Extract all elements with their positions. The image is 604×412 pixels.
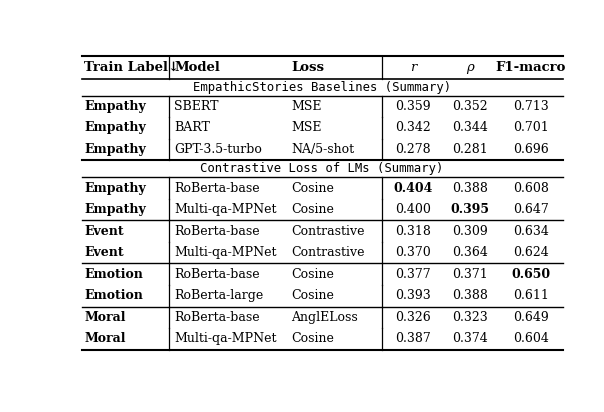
Text: Moral: Moral bbox=[84, 311, 126, 324]
Text: 0.604: 0.604 bbox=[513, 332, 548, 345]
Text: 0.608: 0.608 bbox=[513, 182, 548, 194]
Text: RoBerta-large: RoBerta-large bbox=[174, 289, 263, 302]
Text: 0.624: 0.624 bbox=[513, 246, 548, 259]
Text: 0.647: 0.647 bbox=[513, 203, 548, 216]
Text: Event: Event bbox=[84, 246, 124, 259]
Text: 0.374: 0.374 bbox=[452, 332, 488, 345]
Text: Empathy: Empathy bbox=[84, 100, 146, 113]
Text: 0.393: 0.393 bbox=[395, 289, 431, 302]
Text: 0.649: 0.649 bbox=[513, 311, 548, 324]
Text: 0.342: 0.342 bbox=[395, 122, 431, 134]
Text: Contrastive Loss of LMs (Summary): Contrastive Loss of LMs (Summary) bbox=[201, 162, 444, 175]
Text: Empathy: Empathy bbox=[84, 182, 146, 194]
Text: 0.323: 0.323 bbox=[452, 311, 488, 324]
Text: 0.713: 0.713 bbox=[513, 100, 548, 113]
Text: RoBerta-base: RoBerta-base bbox=[174, 225, 260, 238]
Text: 0.404: 0.404 bbox=[393, 182, 432, 194]
Text: 0.701: 0.701 bbox=[513, 122, 548, 134]
Text: Multi-qa-MPNet: Multi-qa-MPNet bbox=[174, 246, 277, 259]
Text: Event: Event bbox=[84, 225, 124, 238]
Text: 0.611: 0.611 bbox=[513, 289, 548, 302]
Text: EmpathicStories Baselines (Summary): EmpathicStories Baselines (Summary) bbox=[193, 81, 451, 94]
Text: 0.278: 0.278 bbox=[395, 143, 431, 156]
Text: SBERT: SBERT bbox=[174, 100, 219, 113]
Text: Empathy: Empathy bbox=[84, 122, 146, 134]
Text: 0.370: 0.370 bbox=[395, 246, 431, 259]
Text: 0.344: 0.344 bbox=[452, 122, 488, 134]
Text: NA/5-shot: NA/5-shot bbox=[291, 143, 354, 156]
Text: Model: Model bbox=[174, 61, 220, 74]
Text: RoBerta-base: RoBerta-base bbox=[174, 268, 260, 281]
Text: Contrastive: Contrastive bbox=[291, 225, 365, 238]
Text: Contrastive: Contrastive bbox=[291, 246, 365, 259]
Text: Multi-qa-MPNet: Multi-qa-MPNet bbox=[174, 203, 277, 216]
Text: Cosine: Cosine bbox=[291, 203, 334, 216]
Text: 0.359: 0.359 bbox=[395, 100, 431, 113]
Text: 0.650: 0.650 bbox=[511, 268, 550, 281]
Text: Train Label↓: Train Label↓ bbox=[84, 61, 179, 74]
Text: GPT-3.5-turbo: GPT-3.5-turbo bbox=[174, 143, 262, 156]
Text: Multi-qa-MPNet: Multi-qa-MPNet bbox=[174, 332, 277, 345]
Text: Empathy: Empathy bbox=[84, 203, 146, 216]
Text: 0.387: 0.387 bbox=[395, 332, 431, 345]
Text: Emotion: Emotion bbox=[84, 268, 143, 281]
Text: MSE: MSE bbox=[291, 100, 321, 113]
Text: r: r bbox=[410, 61, 416, 74]
Text: 0.400: 0.400 bbox=[395, 203, 431, 216]
Text: Empathy: Empathy bbox=[84, 143, 146, 156]
Text: MSE: MSE bbox=[291, 122, 321, 134]
Text: Moral: Moral bbox=[84, 332, 126, 345]
Text: 0.377: 0.377 bbox=[395, 268, 431, 281]
Text: Cosine: Cosine bbox=[291, 182, 334, 194]
Text: 0.388: 0.388 bbox=[452, 289, 488, 302]
Text: AnglELoss: AnglELoss bbox=[291, 311, 358, 324]
Text: 0.352: 0.352 bbox=[452, 100, 488, 113]
Text: 0.634: 0.634 bbox=[513, 225, 548, 238]
Text: 0.309: 0.309 bbox=[452, 225, 488, 238]
Text: 0.371: 0.371 bbox=[452, 268, 488, 281]
Text: ρ: ρ bbox=[466, 61, 474, 74]
Text: RoBerta-base: RoBerta-base bbox=[174, 311, 260, 324]
Text: RoBerta-base: RoBerta-base bbox=[174, 182, 260, 194]
Text: 0.318: 0.318 bbox=[395, 225, 431, 238]
Text: Cosine: Cosine bbox=[291, 289, 334, 302]
Text: 0.388: 0.388 bbox=[452, 182, 488, 194]
Text: Cosine: Cosine bbox=[291, 332, 334, 345]
Text: Loss: Loss bbox=[291, 61, 324, 74]
Text: 0.281: 0.281 bbox=[452, 143, 488, 156]
Text: Cosine: Cosine bbox=[291, 268, 334, 281]
Text: F1-macro: F1-macro bbox=[495, 61, 566, 74]
Text: 0.696: 0.696 bbox=[513, 143, 548, 156]
Text: 0.364: 0.364 bbox=[452, 246, 488, 259]
Text: BART: BART bbox=[174, 122, 210, 134]
Text: Emotion: Emotion bbox=[84, 289, 143, 302]
Text: 0.326: 0.326 bbox=[395, 311, 431, 324]
Text: 0.395: 0.395 bbox=[451, 203, 490, 216]
